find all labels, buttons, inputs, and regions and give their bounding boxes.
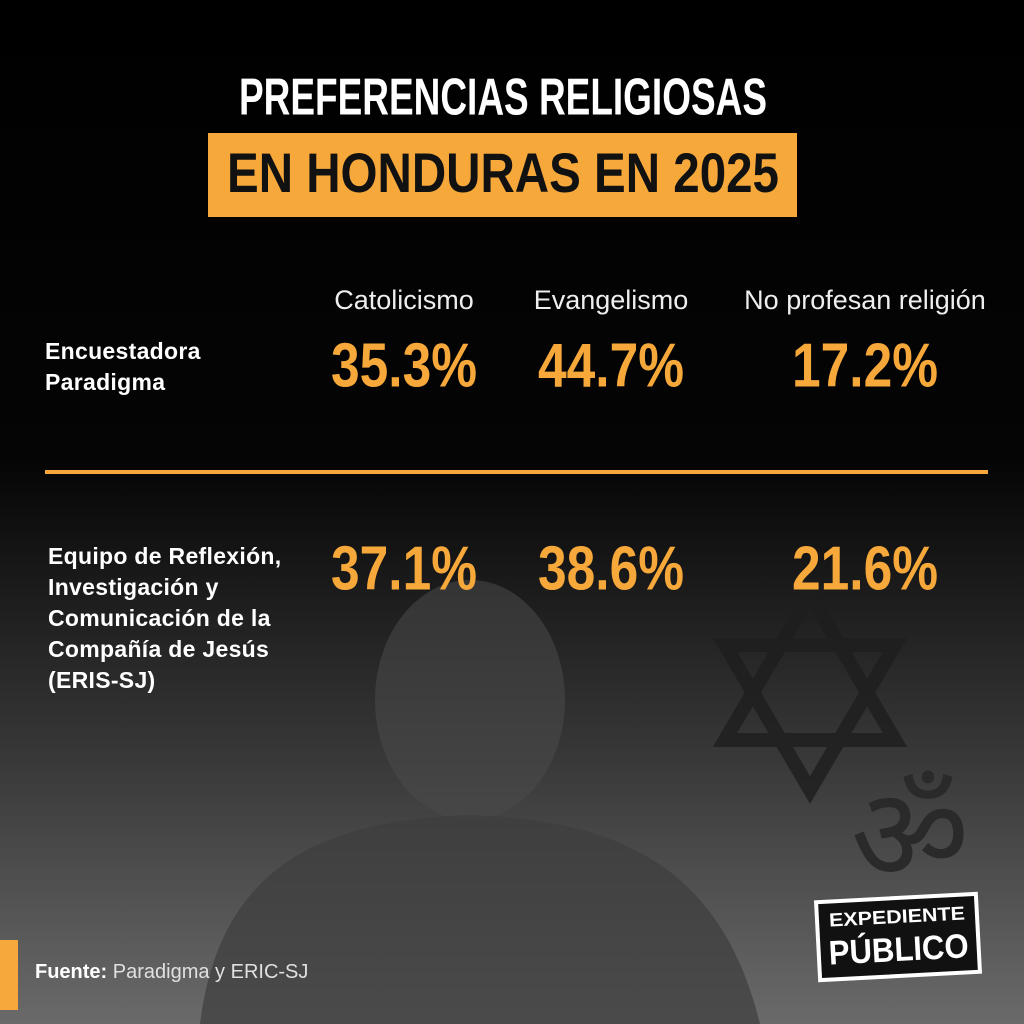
value-cell: 35.3% <box>331 331 477 400</box>
value-cell: 17.2% <box>792 331 938 400</box>
source-text: Paradigma y ERIC-SJ <box>113 961 309 983</box>
logo: EXPEDIENTE PÚBLICO <box>813 891 983 983</box>
title-line2: EN HONDURAS EN 2025 <box>227 141 779 204</box>
title-line1: PREFERENCIAS RELIGIOSAS <box>239 69 767 127</box>
column-header: No profesan religión <box>744 285 986 315</box>
source-bar <box>0 940 18 1010</box>
figure-body <box>200 815 760 1024</box>
figure-head <box>375 580 565 820</box>
star-of-david <box>712 581 908 804</box>
om-symbol: ॐ <box>851 762 970 908</box>
value-cell: 38.6% <box>538 534 684 603</box>
value-cell: 44.7% <box>538 331 684 400</box>
row-label: Encuestadora Paradigma <box>45 338 201 395</box>
table: Catolicismo Evangelismo No profesan religi… <box>331 285 986 603</box>
row-label: Equipo de Reflexión, Investigación y Com… <box>48 543 282 693</box>
logo-box <box>813 891 983 983</box>
column-header: Catolicismo <box>334 285 474 315</box>
value-cell: 37.1% <box>331 534 477 603</box>
column-header: Evangelismo <box>534 285 689 315</box>
logo-line2: PÚBLICO <box>828 927 970 972</box>
value-cell: 21.6% <box>792 534 938 603</box>
title-highlight <box>208 133 797 217</box>
source: Fuente: Paradigma y ERIC-SJ <box>35 961 308 983</box>
source-label: Fuente: <box>35 961 107 983</box>
